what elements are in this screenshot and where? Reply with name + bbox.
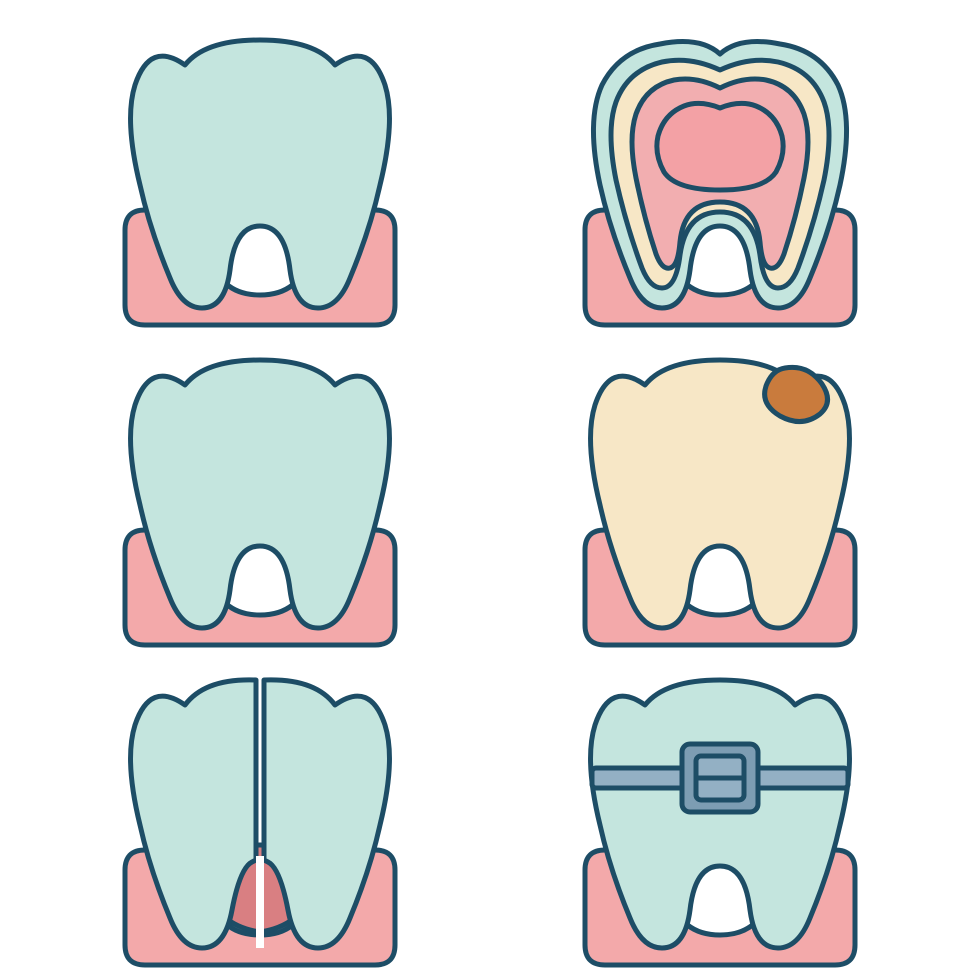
dental-icon-grid — [0, 0, 980, 980]
cell-tooth-braces — [520, 670, 920, 970]
tooth-braces-icon — [550, 670, 890, 970]
tooth-anatomy-icon — [550, 30, 890, 330]
tooth-healthy-icon — [90, 30, 430, 330]
cell-tooth-anatomy — [520, 30, 920, 330]
cell-tooth-healthy-2 — [60, 350, 460, 650]
tooth-cavity-icon — [550, 350, 890, 650]
tooth-gingivitis-icon — [90, 670, 430, 970]
cell-tooth-healthy — [60, 30, 460, 330]
cell-tooth-gingivitis — [60, 670, 460, 970]
tooth-healthy-2-icon — [90, 350, 430, 650]
cell-tooth-cavity — [520, 350, 920, 650]
